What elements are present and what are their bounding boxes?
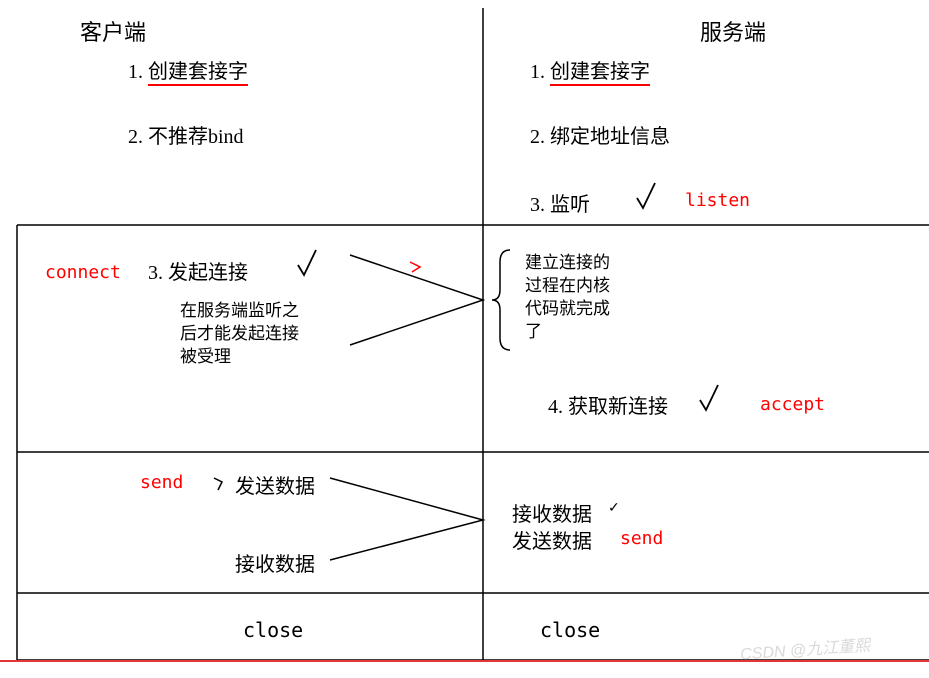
server-recv-text: 接收数据 (512, 498, 592, 527)
client-step1-text: 创建套接字 (148, 61, 248, 86)
client-step3-note-l1: 在服务端监听之 (180, 300, 299, 323)
server-accept-label: accept (760, 394, 825, 415)
server-conn-note-l4: 了 (525, 321, 610, 344)
server-conn-note-l1: 建立连接的 (525, 252, 610, 275)
client-step1: 1. 创建套接字 (128, 55, 248, 84)
server-conn-note: 建立连接的 过程在内核 代码就完成 了 (525, 252, 610, 344)
client-connect-label: connect (45, 262, 121, 283)
server-recv-check: ✓ (608, 500, 620, 517)
client-step3-note-l3: 被受理 (180, 346, 299, 369)
client-step2: 2. 不推荐bind (128, 120, 244, 149)
server-conn-note-l3: 代码就完成 (525, 298, 610, 321)
server-close: close (540, 618, 600, 642)
client-close: close (243, 618, 303, 642)
server-step4: 4. 获取新连接 (548, 390, 668, 419)
server-step1-text: 创建套接字 (550, 61, 650, 86)
server-send-label: send (620, 528, 663, 549)
server-send-text: 发送数据 (512, 525, 592, 554)
client-send-label: send (140, 472, 183, 493)
client-send-text: 发送数据 (235, 470, 315, 499)
client-recv-text: 接收数据 (235, 548, 315, 577)
diagram-lines (0, 0, 929, 678)
server-listen-label: listen (685, 190, 750, 211)
server-step3: 3. 监听 (530, 188, 590, 217)
client-step3-note-l2: 后才能发起连接 (180, 323, 299, 346)
client-step3: 3. 发起连接 (148, 256, 248, 285)
server-conn-note-l2: 过程在内核 (525, 275, 610, 298)
client-step3-note: 在服务端监听之 后才能发起连接 被受理 (180, 300, 299, 369)
server-step1: 1. 创建套接字 (530, 55, 650, 84)
server-title: 服务端 (700, 15, 766, 47)
server-step2: 2. 绑定地址信息 (530, 120, 670, 149)
client-title: 客户端 (80, 15, 146, 47)
